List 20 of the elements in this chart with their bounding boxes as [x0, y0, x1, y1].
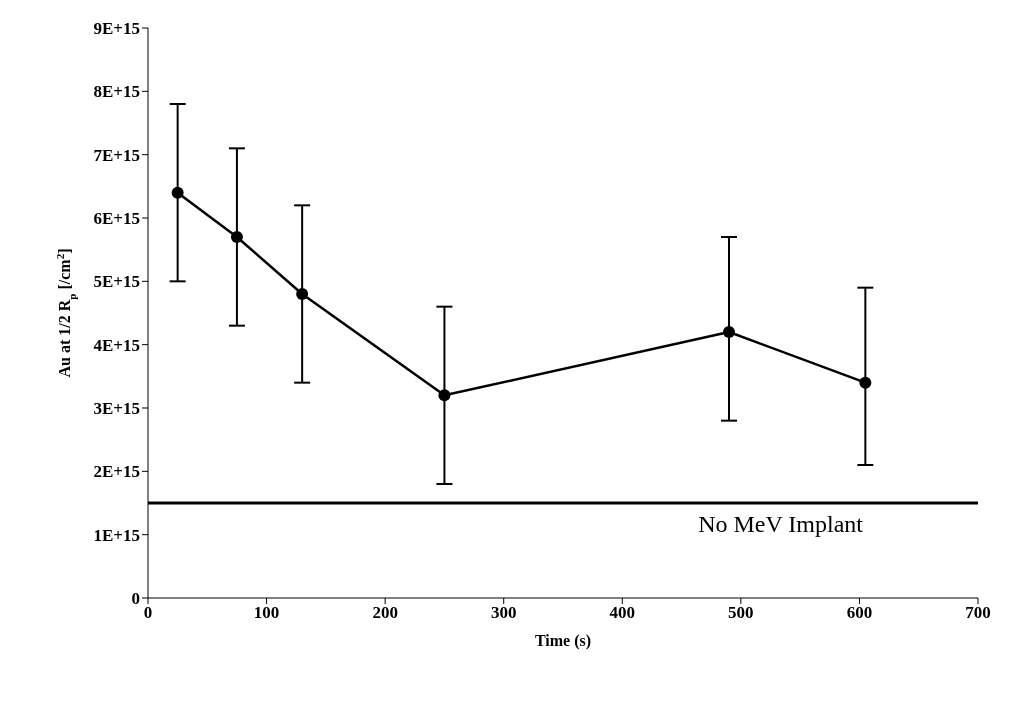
x-tick-label: 0: [143, 603, 153, 623]
y-tick-label: 2E+15: [93, 462, 140, 482]
x-tick-label: 200: [372, 603, 398, 623]
x-tick-label: 700: [965, 603, 991, 623]
y-tick-label: 9E+15: [93, 19, 140, 39]
x-tick-label: 400: [609, 603, 636, 623]
ref-line-label: No MeV Implant: [698, 511, 864, 537]
x-tick-label: 600: [846, 603, 873, 623]
y-tick-label: 0: [131, 589, 140, 609]
x-axis-title: Time (s): [534, 632, 592, 650]
y-tick-label: 7E+15: [93, 145, 140, 165]
x-tick-label: 100: [253, 603, 280, 623]
y-tick-label: 4E+15: [93, 335, 140, 355]
y-tick-label: 3E+15: [93, 399, 140, 419]
y-tick-label: 8E+15: [93, 82, 140, 102]
x-tick-label: 300: [490, 603, 517, 623]
x-tick-label: 500: [728, 603, 754, 623]
y-tick-label: 5E+15: [93, 272, 140, 292]
y-tick-label: 6E+15: [93, 209, 140, 229]
y-tick-label: 1E+15: [93, 525, 140, 545]
